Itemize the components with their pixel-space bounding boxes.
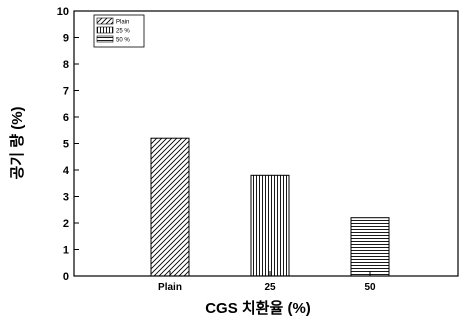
legend-swatch-plain xyxy=(96,17,114,25)
x-tick-label: 25 xyxy=(264,282,276,293)
y-tick-label: 7 xyxy=(63,86,69,98)
bars xyxy=(150,137,390,277)
y-tick-label: 2 xyxy=(63,218,69,230)
x-axis-label: CGS 치환율 (%) xyxy=(205,299,311,317)
y-tick-label: 4 xyxy=(63,165,70,177)
legend-label-plain: Plain xyxy=(116,20,129,26)
legend: Plain 25 % 50 % xyxy=(93,14,145,48)
legend-swatch-25 xyxy=(96,26,114,34)
y-tick-label: 0 xyxy=(63,271,69,283)
y-tick-label: 10 xyxy=(57,6,69,18)
y-tick-label: 5 xyxy=(63,139,69,151)
y-tick-label: 3 xyxy=(63,192,69,204)
legend-label-25: 25 % xyxy=(116,29,130,35)
y-axis-ticks: 0 1 2 3 4 5 6 7 8 9 10 xyxy=(57,6,79,283)
legend-label-50: 50 % xyxy=(116,38,130,44)
y-tick-label: 8 xyxy=(63,59,69,71)
plot-frame xyxy=(73,10,459,277)
legend-swatch-50 xyxy=(96,35,114,43)
x-tick-label: 50 xyxy=(364,282,376,293)
bar-plain xyxy=(150,137,190,277)
x-tick-label: Plain xyxy=(158,282,182,293)
bar-25 xyxy=(250,174,290,277)
y-tick-label: 6 xyxy=(63,112,69,124)
y-tick-label: 9 xyxy=(63,33,69,45)
y-tick-label: 1 xyxy=(63,245,69,257)
bar-50 xyxy=(350,217,390,277)
y-axis-label: 공기 량 (%) xyxy=(8,106,26,179)
